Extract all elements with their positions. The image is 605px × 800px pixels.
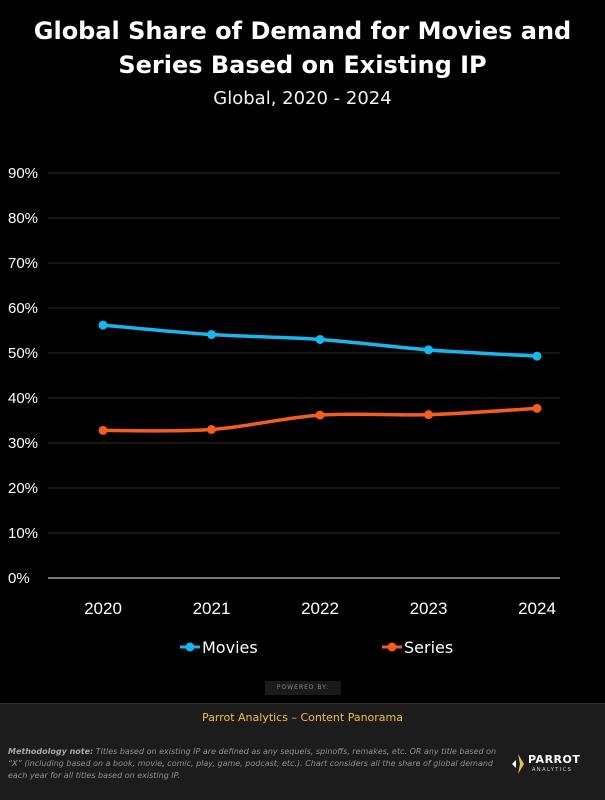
line-chart: 0%10%20%30%40%50%60%70%80%90% 2020 2021 20… [8,165,560,657]
legend-label-series: Series [404,638,453,657]
data-point-series [315,410,325,420]
series-lines [98,320,542,435]
x-tick-label: 2020 [84,599,122,618]
y-tick-label: 30% [8,435,38,452]
x-tick-label: 2022 [301,599,339,618]
parrot-logo-icon [512,754,524,774]
data-point-movies [98,320,108,330]
parrot-logo: PARROT ANALYTICS [510,750,590,780]
legend-marker-series [387,642,397,652]
powered-by-label: POWERED BY: [265,681,341,695]
gridlines [48,172,560,579]
data-point-series [532,403,542,413]
chart-title: Global Share of Demand for Movies and Se… [0,14,605,82]
data-point-series [98,425,108,435]
y-tick-label: 20% [8,480,38,497]
y-tick-label: 0% [8,570,30,587]
y-tick-label: 60% [8,300,38,317]
legend-label-movies: Movies [202,638,258,657]
y-tick-label: 90% [8,165,38,182]
chart-title-line-1: Global Share of Demand for Movies and [33,17,572,45]
data-point-movies [424,345,433,355]
data-point-movies [315,335,325,344]
data-point-movies [532,351,542,361]
legend: Movies Series [180,638,453,657]
logo-subtitle: ANALYTICS [532,767,573,773]
methodology-note: Methodology note: Titles based on existi… [8,746,498,782]
y-tick-label: 80% [8,210,38,227]
x-tick-label: 2024 [518,599,556,618]
legend-marker-movies [185,642,195,652]
y-tick-label: 10% [8,525,38,542]
y-tick-label: 70% [8,255,38,272]
y-axis-ticks: 0% 10% 20% 30% 40% 50% 60% 70% 80% 90% [8,165,38,587]
methodology-label: Methodology note: [8,747,94,756]
footer: Methodology note: Titles based on existi… [0,732,605,800]
y-tick-label: 50% [8,345,38,362]
x-tick-label: 2023 [410,599,448,618]
methodology-text: Titles based on existing IP are defined … [8,747,497,780]
chart-subtitle: Global, 2020 - 2024 [213,88,392,109]
x-axis-ticks: 2020 2021 2022 2023 2024 [84,599,556,618]
x-tick-label: 2021 [193,599,231,618]
data-point-series [207,425,216,434]
source-band: Parrot Analytics – Content Panorama [0,703,605,732]
logo-name: PARROT [528,753,581,766]
y-tick-label: 40% [8,390,38,407]
data-point-movies [207,330,216,340]
chart-title-line-2: Series Based on Existing IP [118,51,487,79]
data-point-series [424,410,433,420]
